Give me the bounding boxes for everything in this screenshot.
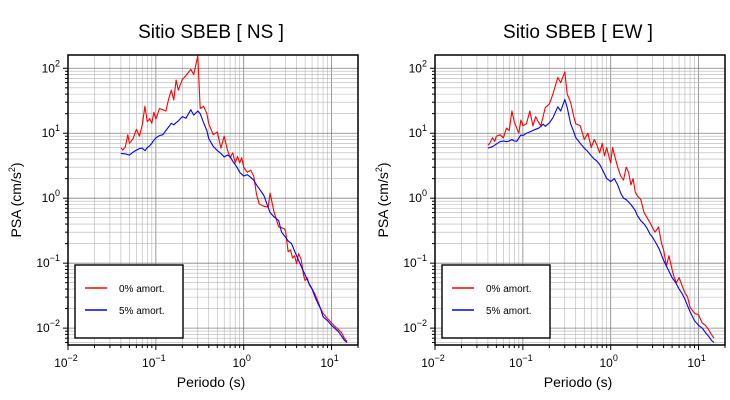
series-line-amort-5 [120,109,348,343]
chart-title: Sitio SBEB [ EW ] [503,22,653,43]
legend-box [441,264,551,339]
legend-label: 5% amort. [486,306,532,317]
chart-title: Sitio SBEB [ NS ] [138,22,284,43]
x-axis-label: Periodo (s) [544,374,612,390]
y-tick-label: 102 [409,58,427,75]
y-tick-label: 100 [42,188,60,205]
y-tick-label: 10−1 [36,253,60,270]
y-tick-label: 10−1 [403,253,427,270]
y-axis-label: PSA (cm/s2) [7,162,24,237]
x-tick-label: 10−1 [142,353,166,370]
y-tick-label: 101 [409,123,427,140]
y-tick-label: 100 [409,188,427,205]
series-line-amort-5 [487,98,715,343]
chart-ns: 10−2 10−1 100 101 10−2 10−1 100 101 102 Sitio SBE… [7,22,359,390]
legend-label: 0% amort. [486,284,532,295]
plot-frame [434,54,726,346]
y-tick-label: 102 [42,58,60,75]
series-line-amort-0 [487,71,715,339]
x-tick-label: 101 [320,353,338,370]
legend-label: 0% amort. [119,284,165,295]
y-tick-label: 10−2 [403,318,427,335]
x-tick-label: 101 [687,353,705,370]
y-axis-label: PSA (cm/s2) [374,162,391,237]
y-tick-label: 101 [42,123,60,140]
legend-box [74,264,184,339]
legend: 0% amort. 5% amort. [74,264,184,339]
x-tick-label: 100 [233,353,251,370]
x-tick-label: 10−2 [421,353,445,370]
x-axis-label: Periodo (s) [177,374,245,390]
x-tick-label: 100 [600,353,618,370]
legend: 0% amort. 5% amort. [441,264,551,339]
y-tick-label: 10−2 [36,318,60,335]
legend-label: 5% amort. [119,306,165,317]
x-tick-label: 10−1 [509,353,533,370]
x-tick-label: 10−2 [54,353,78,370]
grid [67,55,359,345]
chart-ew: 10−2 10−1 100 101 10−2 10−1 100 101 102 Sitio SBE… [374,22,726,390]
plot-frame [67,54,359,346]
